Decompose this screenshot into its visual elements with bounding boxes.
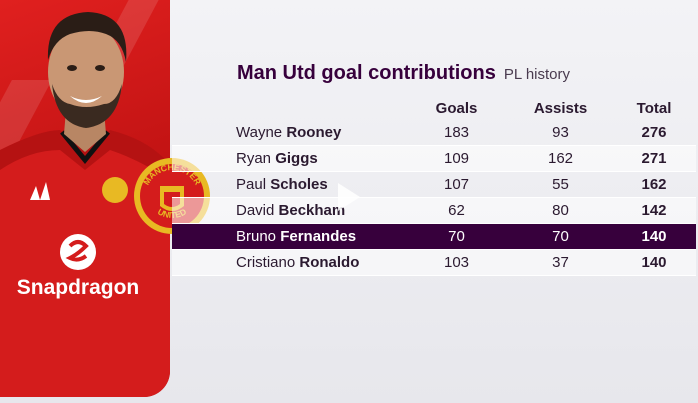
sponsor-text: Snapdragon — [17, 276, 140, 299]
first-name: Bruno — [236, 228, 277, 245]
first-name: Wayne — [236, 124, 283, 141]
goals-cell: 62 — [448, 202, 465, 219]
assists-cell: 70 — [552, 228, 569, 245]
goals-cell: 70 — [448, 228, 465, 245]
last-name: Beckham — [278, 202, 346, 219]
table-row: Paul Scholes 107 55 162 — [172, 172, 696, 198]
last-name: Giggs — [275, 150, 318, 167]
last-name: Scholes — [270, 176, 328, 193]
play-icon[interactable] — [338, 183, 360, 211]
total-cell: 140 — [641, 254, 667, 271]
assists-cell: 93 — [552, 124, 569, 141]
goals-cell: 103 — [443, 254, 470, 271]
goals-cell: 183 — [443, 124, 470, 141]
total-cell: 276 — [641, 124, 667, 141]
goals-cell: 109 — [443, 150, 470, 167]
last-name: Ronaldo — [299, 254, 360, 271]
last-name: Rooney — [286, 124, 342, 141]
table-row: David Beckham 62 80 142 — [172, 198, 696, 224]
table-header: Goals Assists Total — [172, 96, 696, 120]
last-name: Fernandes — [280, 228, 357, 245]
assists-cell: 162 — [547, 150, 574, 167]
total-cell: 271 — [641, 150, 667, 167]
assists-cell: 55 — [552, 176, 569, 193]
goals-cell: 107 — [443, 176, 470, 193]
total-cell: 142 — [641, 202, 667, 219]
stats-table: Goals Assists Total Wayne Rooney 183 93 … — [172, 96, 696, 276]
first-name: Paul — [236, 176, 267, 193]
table-row: Cristiano Ronaldo 103 37 140 — [172, 250, 696, 276]
table-row: Wayne Rooney 183 93 276 — [172, 120, 696, 146]
total-cell: 140 — [641, 228, 667, 245]
assists-cell: 37 — [552, 254, 569, 271]
total-cell: 162 — [641, 176, 667, 193]
col-total: Total — [636, 99, 672, 117]
player-photo: Snapdragon — [0, 12, 170, 397]
table-row-highlighted: Bruno Fernandes 70 70 140 — [172, 224, 696, 250]
col-goals: Goals — [435, 99, 478, 117]
first-name: David — [236, 202, 275, 219]
col-assists: Assists — [533, 99, 588, 117]
page-title: Man Utd goal contributions — [237, 62, 496, 84]
table-row: Ryan Giggs 109 162 271 — [172, 146, 696, 172]
assists-cell: 80 — [552, 202, 569, 219]
first-name: Ryan — [236, 150, 272, 167]
first-name: Cristiano — [236, 254, 296, 271]
title-row: Man Utd goal contributions PL history — [237, 62, 570, 85]
page-subtitle: PL history — [503, 66, 571, 83]
